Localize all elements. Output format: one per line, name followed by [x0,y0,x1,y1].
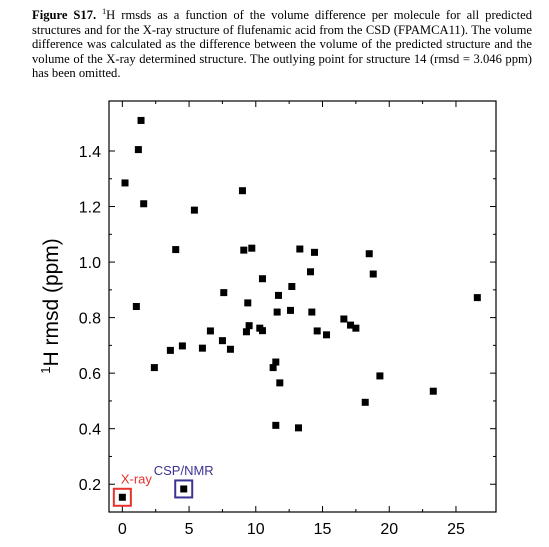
y-tick-label: 1.4 [79,144,101,161]
data-point [340,315,348,323]
data-point [369,270,377,278]
data-point [429,387,437,395]
data-point [121,179,129,187]
data-point [244,299,252,307]
data-point [178,342,186,350]
data-point [274,291,282,299]
data-point [308,308,316,316]
x-tick-label: 15 [314,521,332,538]
figure-label: Figure S17. [32,8,97,22]
data-point [206,327,214,335]
x-tick-label: 10 [247,521,265,538]
highlighted-point [118,493,126,501]
data-point [286,306,294,314]
y-tick-label: 0.8 [79,311,101,328]
highlight-label: X-ray [121,471,153,486]
data-point [245,322,253,330]
data-point [296,245,304,253]
data-point [150,364,158,372]
x-axis: 0 5 10 15 20 25 [118,101,465,538]
data-point [140,200,148,208]
data-point [172,246,180,254]
figure-caption: Figure S17. 1H rmsds as a function of th… [32,6,532,81]
data-point [218,337,226,345]
caption-superscript: 1 [102,6,107,16]
data-point [352,324,360,332]
caption-text: H rmsds as a function of the volume diff… [32,8,532,81]
x-tick-label: 5 [185,521,194,538]
data-point [323,331,331,339]
data-point [198,344,206,352]
data-point [294,424,302,432]
data-point [226,345,234,353]
data-point [269,364,277,372]
data-point [276,379,284,387]
y-axis-label: 1H rmsd (ppm) [38,238,63,374]
x-tick-label: 25 [447,521,465,538]
y-axis-label-superscript: 1 [38,367,53,374]
y-tick-label: 1.0 [79,255,101,272]
data-point [248,244,256,252]
data-point [272,358,280,366]
data-point [365,250,373,258]
highlight-box [174,479,194,499]
x-tick-label: 0 [118,521,127,538]
y-tick-label: 0.2 [79,477,101,494]
data-point [137,116,145,124]
highlight-label: CSP/NMR [154,463,214,478]
data-point [240,246,248,254]
highlighted-point [180,485,188,493]
plot-border [108,100,497,513]
data-point [258,327,266,335]
data-point [288,283,296,291]
data-point [361,398,369,406]
highlight-box [112,487,132,507]
y-tick-label: 0.6 [79,366,101,383]
y-tick-label: 1.2 [79,200,101,217]
data-point [272,421,280,429]
data-point [132,303,140,310]
data-point [307,268,315,276]
plot-frame [108,100,497,513]
data-point [220,289,228,297]
data-points [121,116,481,432]
data-point [376,372,384,380]
data-point [166,346,174,354]
data-point [242,328,250,336]
data-point [190,206,198,214]
data-point [311,248,319,256]
data-point [238,187,246,195]
data-point [473,294,481,302]
x-tick-label: 20 [380,521,398,538]
data-point [134,146,142,154]
data-point [347,321,355,329]
data-point [273,308,281,316]
y-axis-label-text: H rmsd (ppm) [40,238,63,366]
data-point [258,275,266,283]
data-point [313,327,321,335]
y-axis: 0.2 0.4 0.6 0.8 1.0 1.2 1.4 [79,144,496,494]
y-tick-label: 0.4 [79,422,101,439]
